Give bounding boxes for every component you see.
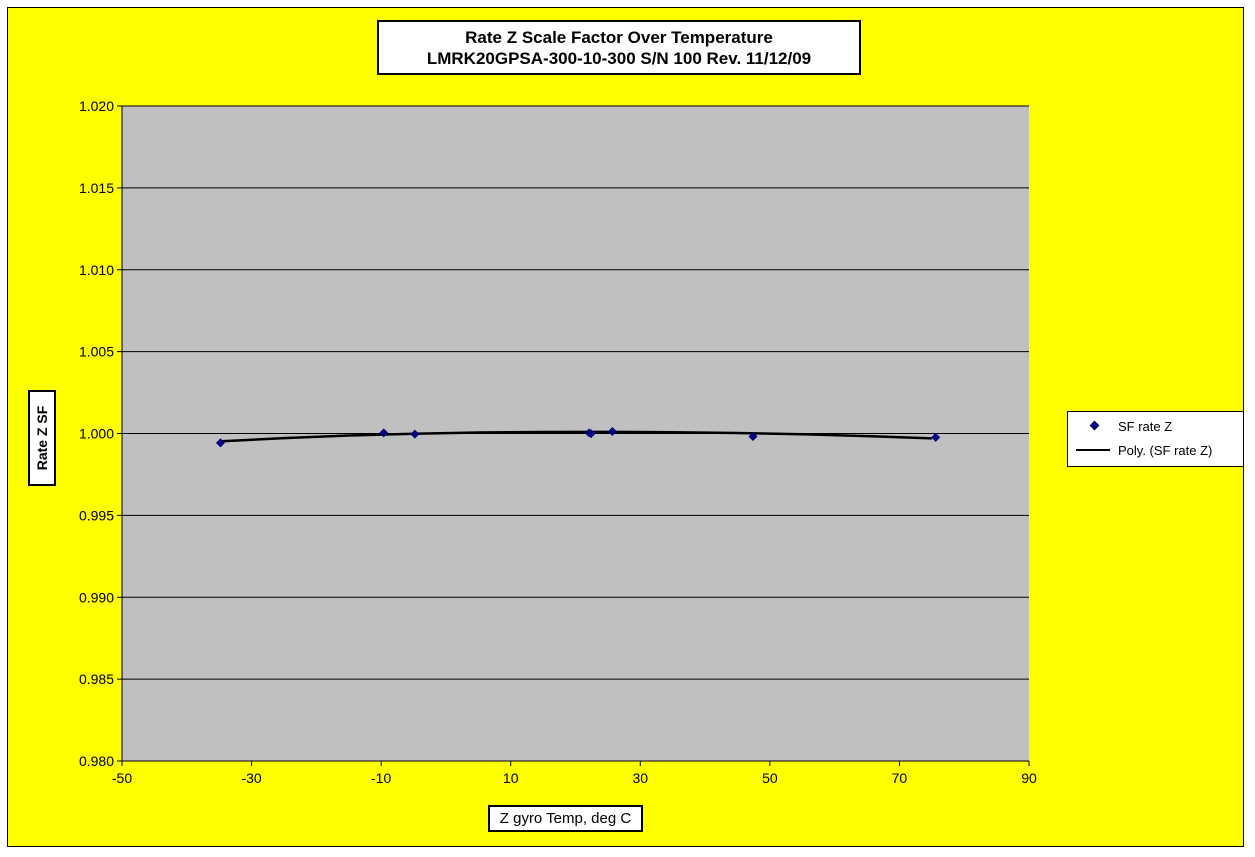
x-axis-label: Z gyro Temp, deg C (488, 805, 643, 832)
legend-diamond-marker (1068, 416, 1118, 436)
legend: SF rate Z Poly. (SF rate Z) (1067, 411, 1244, 467)
legend-line-marker (1068, 440, 1118, 460)
data-point (748, 431, 758, 441)
y-tick-label: 1.005 (79, 344, 114, 360)
y-tick-label: 1.020 (79, 98, 114, 114)
legend-label: Poly. (SF rate Z) (1118, 442, 1213, 458)
x-tick-label: -10 (371, 770, 391, 786)
trendline-series (219, 430, 932, 443)
axes (121, 106, 1030, 766)
x-tick-label: -30 (241, 770, 261, 786)
y-tick-label: 1.015 (79, 180, 114, 196)
x-tick-label: -50 (112, 770, 132, 786)
y-tick-label: 0.990 (79, 589, 114, 605)
x-tick-label: 90 (1021, 770, 1037, 786)
x-tick-label: 70 (892, 770, 908, 786)
data-point (410, 429, 420, 439)
data-point (379, 428, 389, 438)
x-tick-label: 50 (762, 770, 778, 786)
y-axis-label-box: Rate Z SF (28, 390, 56, 486)
y-tick-labels: 0.980 0.985 0.990 0.995 1.000 1.005 1.010 1.015… (79, 98, 114, 769)
y-tick-label: 1.010 (79, 262, 114, 278)
legend-item-trendline: Poly. (SF rate Z) (1068, 440, 1212, 460)
data-point (607, 427, 617, 437)
scatter-series (215, 427, 941, 448)
y-tick-label: 0.980 (79, 753, 114, 769)
x-tick-labels: -50 -30 -10 10 30 50 70 90 (112, 770, 1037, 786)
chart-title-line-1: Rate Z Scale Factor Over Temperature (465, 28, 773, 47)
data-point (931, 432, 941, 442)
y-tick-label: 1.000 (79, 426, 114, 442)
x-tick-label: 30 (632, 770, 648, 786)
trendline (219, 430, 932, 443)
x-tick-label: 10 (503, 770, 519, 786)
y-axis-label: Rate Z SF (34, 405, 50, 471)
data-point (215, 438, 225, 448)
data-point (586, 429, 596, 439)
legend-label: SF rate Z (1118, 418, 1173, 434)
chart-title: Rate Z Scale Factor Over Temperature LMR… (377, 20, 861, 75)
chart-title-line-2: LMRK20GPSA-300-10-300 S/N 100 Rev. 11/12… (426, 49, 812, 68)
legend-item-scatter: SF rate Z (1068, 416, 1172, 436)
gridlines (117, 105, 1029, 762)
y-tick-label: 0.985 (79, 671, 114, 687)
y-tick-label: 0.995 (79, 507, 114, 523)
